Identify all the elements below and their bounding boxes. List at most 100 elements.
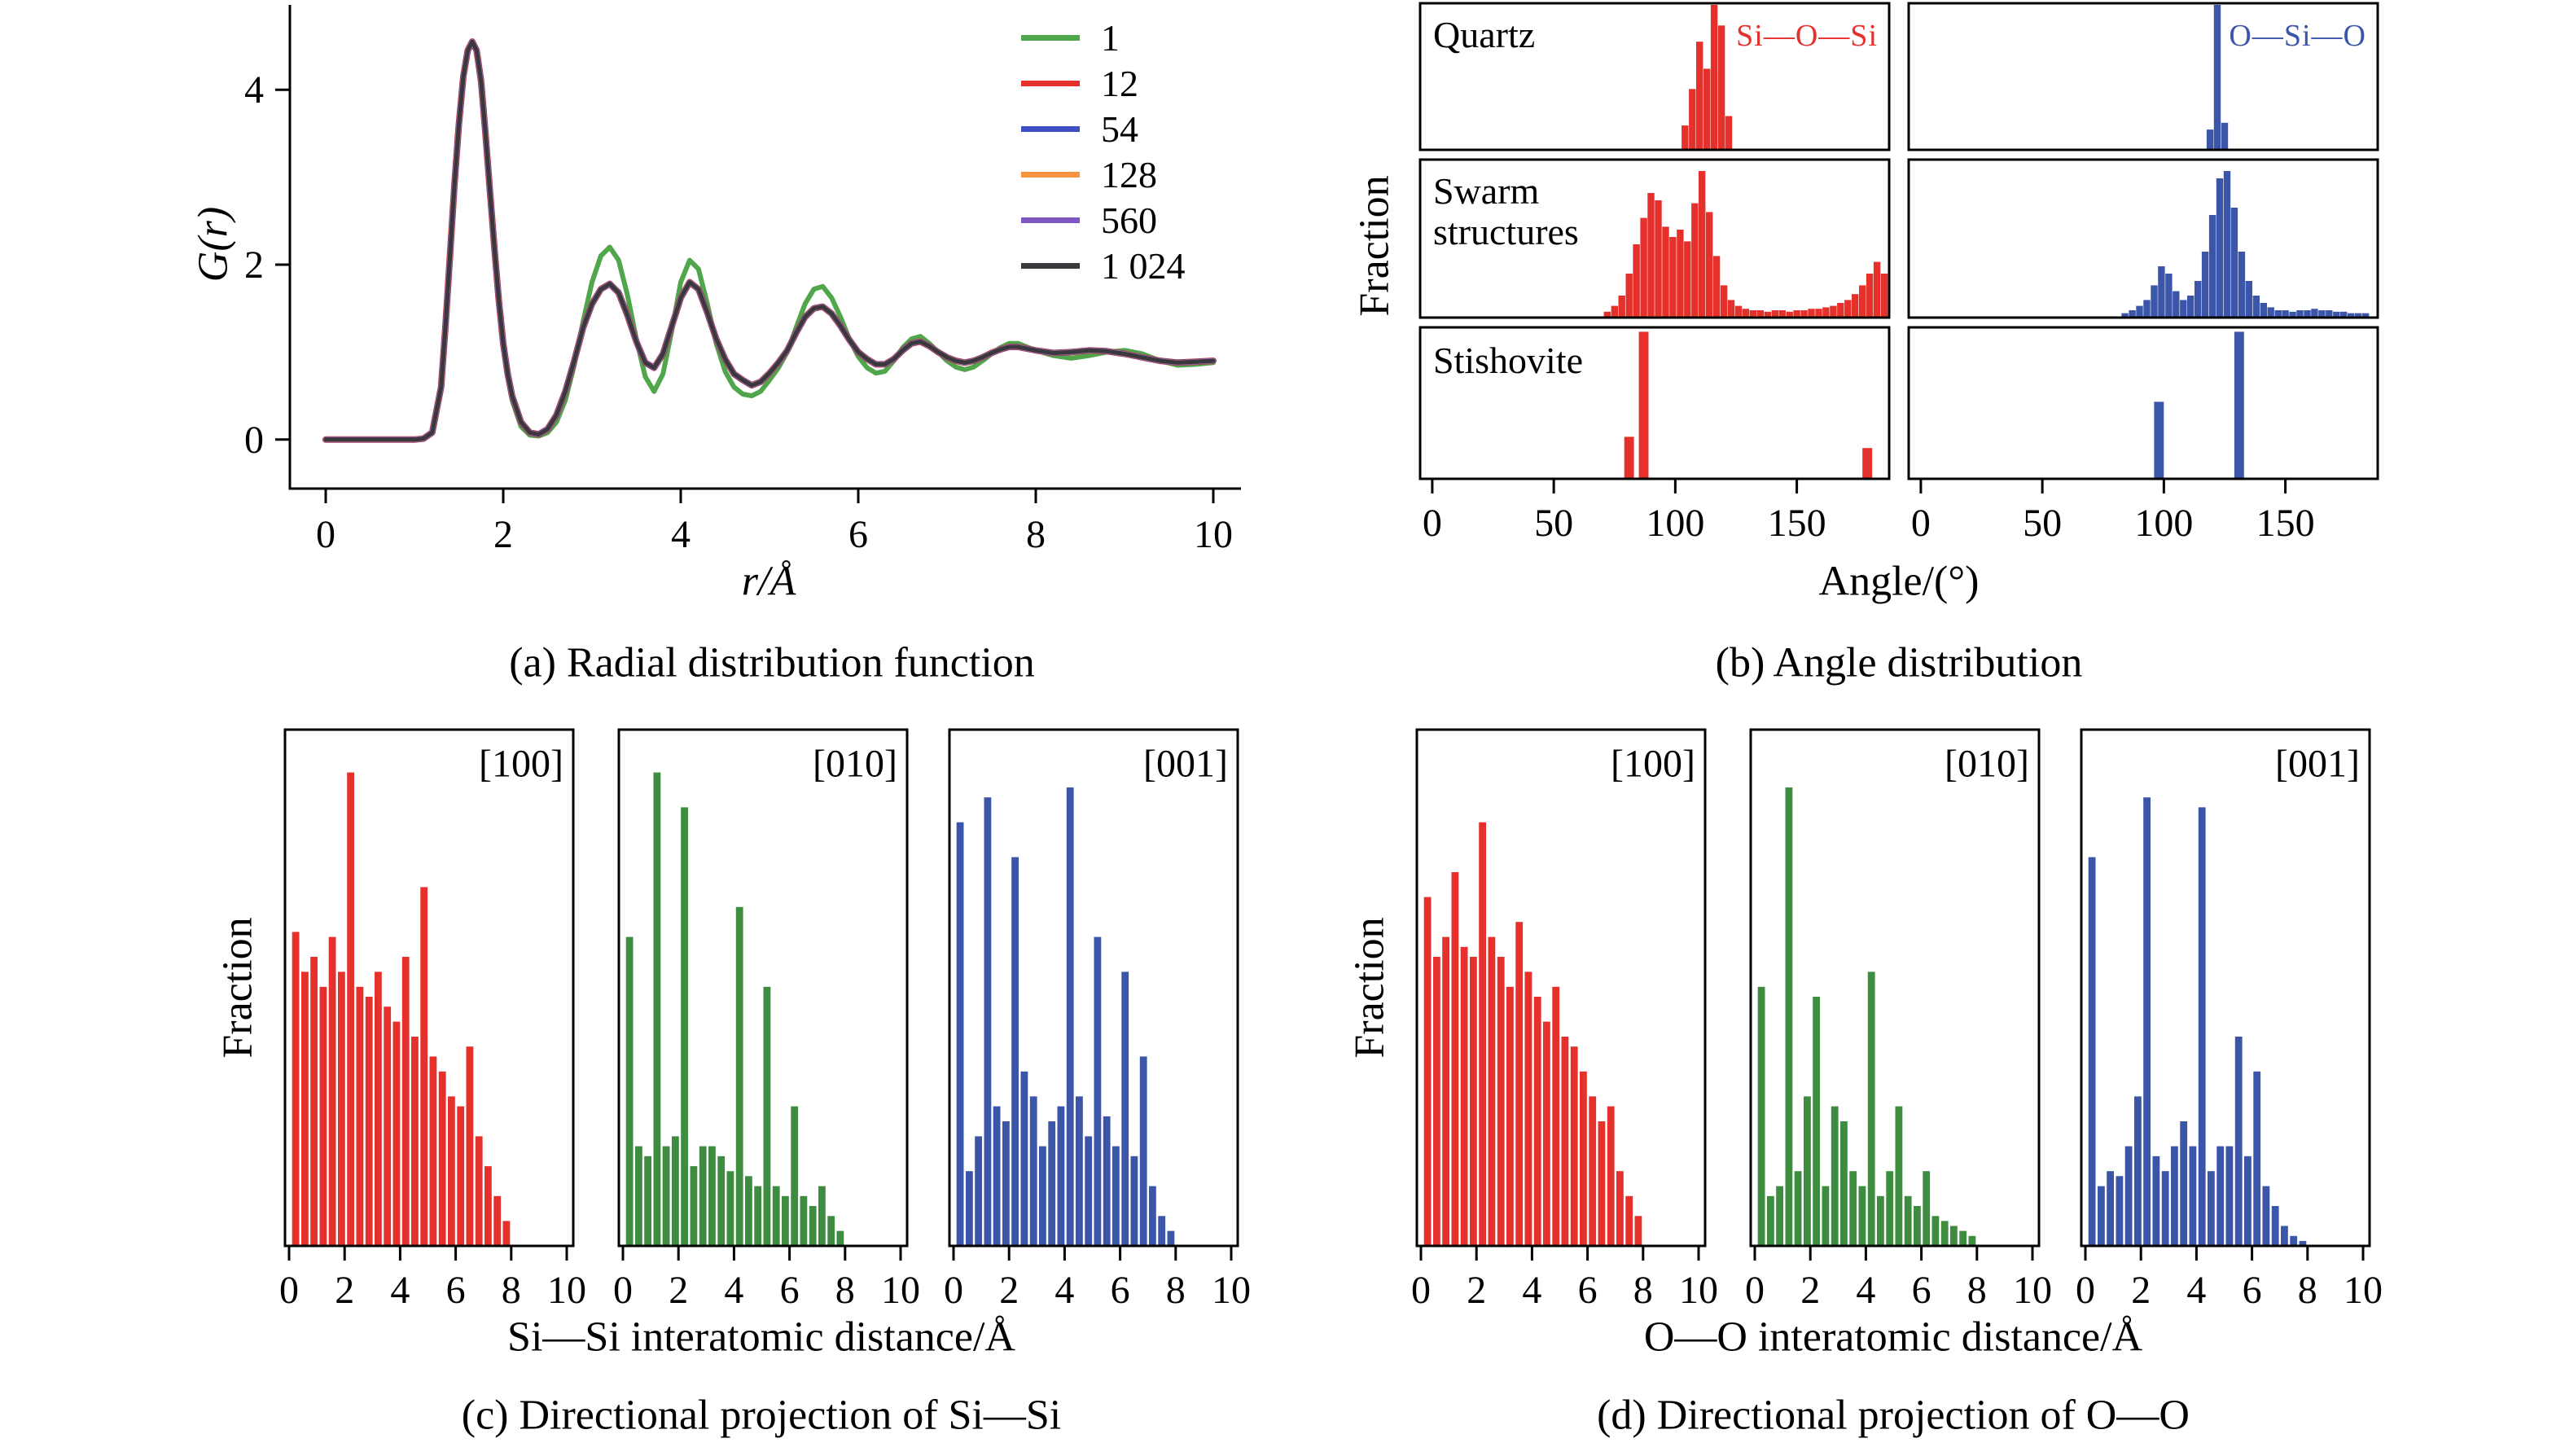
panel-b-y-axis-label: Fraction	[1351, 175, 1398, 317]
angle-bar	[1742, 309, 1750, 318]
tick-label: 50	[2023, 502, 2062, 545]
hist-bar	[365, 997, 373, 1246]
hist-bar	[1794, 1171, 1802, 1246]
panel-a-plot: 0 2 4 0 2 4 6 8 10	[244, 5, 1241, 556]
tick-label: 2	[335, 1269, 354, 1312]
angle-bar	[2221, 122, 2229, 150]
tick-label: 0	[613, 1269, 633, 1312]
hist-bar	[1451, 872, 1459, 1246]
angle-bar	[2238, 252, 2246, 318]
hist-panel-border	[1415, 728, 1707, 1248]
tick-label: 4	[1054, 1269, 1074, 1312]
tick-label: 0	[316, 513, 335, 556]
legend-color-swatch	[1021, 80, 1080, 86]
hist-bar	[625, 936, 634, 1246]
tick-label: 0	[2076, 1269, 2095, 1312]
hist-bar	[475, 1136, 483, 1246]
hist-bar	[338, 971, 345, 1246]
panel-c-y-axis-label: Fraction	[214, 917, 261, 1059]
angle-bar	[1706, 212, 1713, 318]
angle-bar	[1710, 5, 1718, 150]
hist-bar	[2271, 1206, 2279, 1246]
panel-c-tag-001: [001]	[1143, 742, 1228, 786]
hist-bar	[1076, 1096, 1083, 1246]
angle-bar	[1778, 310, 1786, 318]
angle-bar	[2136, 305, 2143, 318]
legend-label: 1	[1101, 16, 1120, 59]
angle-bar	[2158, 266, 2165, 318]
hist-bar	[2161, 1171, 2169, 1246]
hist-bar	[1877, 1195, 1884, 1246]
angle-bar	[1699, 171, 1706, 318]
panel-d-caption: (d) Directional projection of O—O	[1597, 1392, 2190, 1439]
angle-bar	[1717, 25, 1725, 150]
panel-c-x-axis-label: Si—Si interatomic distance/Å	[507, 1313, 1015, 1361]
tick-label: 2	[2131, 1269, 2151, 1312]
legend-label: 12	[1101, 62, 1138, 104]
angle-bar	[1866, 274, 1874, 318]
legend-color-swatch	[1021, 125, 1080, 132]
hist-bar	[2124, 1146, 2133, 1246]
hist-bar	[2180, 1121, 2188, 1246]
angle-bar	[1720, 285, 1728, 318]
tick-label: 4	[390, 1269, 410, 1312]
hist-bar	[735, 906, 743, 1246]
hist-bar	[2208, 1171, 2215, 1246]
hist-bar	[782, 1195, 789, 1246]
hist-bar	[1112, 1146, 1120, 1246]
hist-bar	[2098, 1186, 2105, 1246]
angle-bar	[1618, 296, 1625, 318]
hist-bar	[292, 932, 300, 1246]
panel-b-grid: 0 50 100 150 0 50 100 150	[1418, 2, 2379, 545]
angle-bar	[2180, 300, 2187, 318]
hist-bar	[1634, 1216, 1642, 1246]
angle-bar	[1669, 237, 1677, 318]
hist-bar	[708, 1146, 716, 1246]
tick-label: 10	[2013, 1269, 2052, 1312]
hist-bar	[809, 1206, 817, 1246]
hist-bar	[2143, 797, 2151, 1246]
tick-label: 8	[1633, 1269, 1653, 1312]
hist-bar	[791, 1106, 799, 1246]
tick-label: 4	[2186, 1269, 2206, 1312]
hist-bar	[1506, 986, 1514, 1246]
angle-bar	[1859, 285, 1866, 318]
hist-bar	[2152, 1156, 2160, 1246]
hist-bar	[1840, 1121, 1848, 1246]
angle-bar	[2154, 401, 2164, 479]
hist-bar	[2290, 1235, 2298, 1246]
legend-label: 560	[1101, 199, 1157, 241]
legend-entry: 12	[1021, 60, 1186, 106]
hist-bar	[328, 936, 336, 1246]
panel-c-caption: (c) Directional projection of Si—Si	[461, 1392, 1062, 1439]
tick-label: 8	[835, 1269, 855, 1312]
hist-bar	[466, 1046, 474, 1246]
angle-bar	[2143, 300, 2151, 318]
tick-label: 2	[1800, 1269, 1820, 1312]
hist-bar	[411, 1037, 419, 1246]
panel-a-caption: (a) Radial distribution function	[509, 639, 1035, 686]
tick-label: 8	[1967, 1269, 1987, 1312]
tick-label: 10	[547, 1269, 586, 1312]
panel-d-tag-001: [001]	[2275, 742, 2360, 786]
angle-bar	[1611, 305, 1618, 318]
hist-bar	[1158, 1216, 1166, 1246]
tick-label: 4	[1522, 1269, 1541, 1312]
hist-bar	[502, 1221, 511, 1246]
hist-bar	[1561, 1037, 1569, 1246]
hist-bar	[662, 1146, 670, 1246]
legend-color-swatch	[1021, 34, 1080, 41]
angle-bar	[1793, 310, 1800, 318]
tick-label: 2	[1467, 1269, 1486, 1312]
tick-label: 10	[1679, 1269, 1718, 1312]
angle-bar	[2121, 313, 2129, 318]
angle-bar	[2311, 309, 2318, 318]
hist-bar	[1580, 1071, 1587, 1246]
hist-bar	[493, 1195, 502, 1246]
hist-bar	[1011, 857, 1019, 1246]
tick-label: 6	[1111, 1269, 1130, 1312]
hist-bar	[836, 1230, 844, 1246]
hist-bar	[429, 1056, 437, 1246]
angle-bar	[2267, 307, 2274, 318]
hist-panel-border	[617, 728, 909, 1248]
